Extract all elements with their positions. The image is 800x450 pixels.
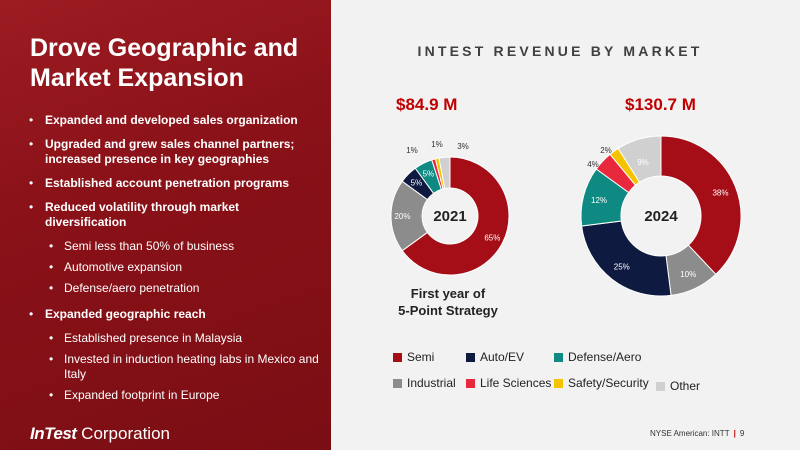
slice-label: 4% [587, 160, 599, 169]
legend-swatch [554, 353, 563, 362]
slice-2024-other [617, 135, 662, 183]
sub-bullet-item: • Semi less than 50% of business [29, 239, 321, 254]
legend-item-defense-aero: Defense/Aero [554, 350, 641, 364]
bullet-dot: • [49, 260, 54, 274]
chart-legend: Semi Auto/EV Defense/Aero Industrial Life Sc… [393, 350, 713, 400]
slice-label: 10% [680, 270, 696, 279]
legend-label: Life Sciences [480, 376, 552, 390]
bullet-dot: • [49, 352, 54, 366]
footer: NYSE American: INTT | 9 [650, 429, 744, 438]
slice-2021-other [438, 156, 451, 190]
bullet-item: • Expanded geographic reach [29, 307, 321, 322]
legend-label: Industrial [407, 376, 456, 390]
legend-label: Semi [407, 350, 435, 364]
bullet-dot: • [29, 200, 34, 214]
chart-title: INTEST REVENUE BY MARKET [417, 43, 703, 59]
bullet-text: Expanded geographic reach [45, 307, 206, 321]
bullet-text: Defense/aero penetration [64, 281, 200, 295]
bullet-item: • Expanded and developed sales organizati… [29, 113, 321, 128]
slice-label: 5% [411, 178, 423, 187]
left-panel: Drove Geographic and Market Expansion • E… [0, 0, 331, 450]
slice-label: 38% [712, 188, 728, 197]
bullet-dot: • [29, 307, 34, 321]
bullet-text: Invested in induction heating labs in Me… [64, 352, 319, 381]
page-number: 9 [739, 429, 745, 438]
total-2021: $84.9 M [396, 95, 458, 114]
strategy-note-line1: First year of [410, 286, 486, 301]
slice-label: 5% [423, 170, 435, 179]
bullet-text: Upgraded and grew sales channel partners… [45, 137, 295, 166]
logo-brand: InTest [30, 424, 77, 443]
footer-exchange: NYSE American: INTT [650, 429, 730, 438]
bullet-text: Established presence in Malaysia [64, 331, 243, 345]
legend-swatch [466, 353, 475, 362]
slice-label: 1% [431, 140, 443, 149]
donut-2024: 38% 10% 25% 12% 4%2% 9% 2024 [580, 135, 742, 297]
donut-center-year: 2024 [644, 208, 678, 225]
sub-bullet-item: • Automotive expansion [29, 260, 321, 275]
legend-item-other: Other [656, 379, 700, 393]
bullet-item: • Reduced volatility through market diver… [29, 200, 321, 230]
legend-swatch [466, 379, 475, 388]
slice-label: 9% [637, 158, 649, 167]
legend-label: Auto/EV [480, 350, 525, 364]
slice-label: 1% [406, 146, 418, 155]
slice-label: 65% [484, 234, 500, 243]
bullet-dot: • [49, 281, 54, 295]
strategy-note: First year of 5-Point Strategy [388, 285, 508, 319]
total-2024: $130.7 M [625, 95, 696, 114]
sub-bullet-item: • Defense/aero penetration [29, 281, 321, 296]
bullet-text: Expanded footprint in Europe [64, 388, 220, 402]
bullet-item: • Upgraded and grew sales channel partner… [29, 137, 321, 167]
bullet-dot: • [29, 113, 34, 127]
bullet-list: • Expanded and developed sales organizati… [29, 113, 321, 409]
footer-separator: | [733, 429, 736, 438]
legend-item-industrial: Industrial [393, 376, 456, 390]
slice-2024-semi [660, 135, 742, 276]
legend-label: Safety/Security [568, 376, 649, 390]
slice-2024-auto-ev [581, 220, 672, 297]
sub-bullet-item: • Expanded footprint in Europe [29, 388, 321, 403]
slice-label: 12% [591, 196, 607, 205]
donut-2021: 65% 20% 5%5% 1% 1% 3% 2021 [390, 140, 510, 276]
slice-label: 20% [394, 212, 410, 221]
bullet-text: Established account penetration programs [45, 176, 290, 190]
bullet-dot: • [49, 239, 54, 253]
strategy-note-line2: 5-Point Strategy [398, 303, 498, 318]
legend-item-semi: Semi [393, 350, 434, 364]
slice-label: 3% [457, 142, 469, 151]
bullet-text: Semi less than 50% of business [64, 239, 235, 253]
sub-bullet-item: • Invested in induction heating labs in M… [29, 352, 321, 382]
donut-center-year: 2021 [433, 208, 466, 225]
bullet-dot: • [49, 388, 54, 402]
legend-item-safety-security: Safety/Security [554, 376, 649, 390]
bullet-dot: • [29, 137, 34, 151]
legend-swatch [554, 379, 563, 388]
slice-2021-semi [401, 156, 510, 276]
logo-suffix: Corporation [76, 424, 170, 443]
legend-label: Defense/Aero [568, 350, 642, 364]
company-logo: InTest Corporation [30, 424, 170, 444]
slide-title: Drove Geographic and Market Expansion [30, 34, 299, 92]
bullet-text: Automotive expansion [64, 260, 183, 274]
slice-label: 25% [614, 263, 630, 272]
bullet-text: Expanded and developed sales organizatio… [45, 113, 298, 127]
sub-bullet-item: • Established presence in Malaysia [29, 331, 321, 346]
legend-label: Other [670, 379, 701, 393]
legend-swatch [393, 353, 402, 362]
legend-swatch [393, 379, 402, 388]
bullet-dot: • [49, 331, 54, 345]
legend-swatch [656, 382, 665, 391]
legend-item-auto-ev: Auto/EV [466, 350, 524, 364]
bullet-text: Reduced volatility through market divers… [45, 200, 240, 229]
legend-item-life-sciences: Life Sciences [466, 376, 551, 390]
bullet-item: • Established account penetration program… [29, 176, 321, 191]
bullet-dot: • [29, 176, 34, 190]
slice-label: 2% [600, 146, 612, 155]
